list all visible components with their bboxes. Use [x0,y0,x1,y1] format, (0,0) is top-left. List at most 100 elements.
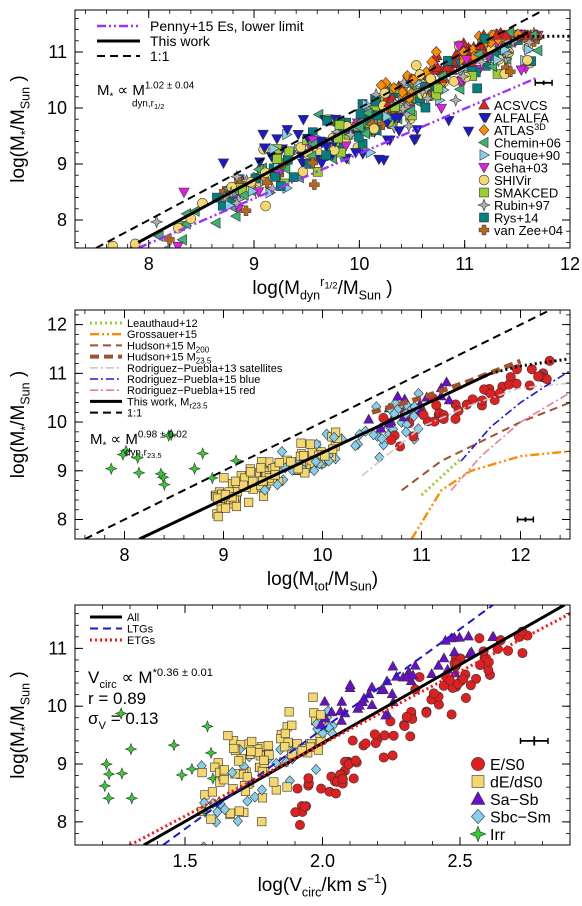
y-tick-label: 11 [48,42,67,62]
data-point [84,313,93,322]
data-point [370,738,381,749]
data-point [234,756,244,766]
data-point [386,435,397,446]
error-bar [519,736,549,746]
data-point [185,762,199,776]
data-point [359,127,371,140]
legend-symbol-label: Sbc−Sm [490,810,551,827]
x-tick-label: 12 [510,545,530,565]
data-point [395,441,405,452]
data-point [380,709,392,720]
legend-symbol-label: Geha+03 [494,161,548,176]
legend-symbol-label: Fouque+90 [494,148,560,163]
legend-symbol [469,825,487,843]
legend-symbol [471,757,485,771]
data-point [500,29,512,40]
data-point [100,757,113,771]
data-point [456,69,470,84]
data-point [350,440,361,452]
data-point [465,680,476,691]
axis-ticks: 8 9 10 11 12 8 9 10 11 [47,10,580,274]
data-point [112,274,121,284]
x-axis-label: log(Vcirc/km s−1) [258,872,388,900]
data-point [204,746,218,760]
data-point [149,215,164,229]
data-point [340,141,352,152]
data-point [108,282,117,291]
data-point [219,765,229,775]
data-point [376,433,387,445]
data-point [503,645,514,656]
data-point [104,278,114,288]
data-point [207,787,218,797]
data-point [336,695,348,706]
series-line [95,10,545,248]
data-point [290,807,301,818]
data-point [265,181,280,196]
data-point [219,775,229,785]
data-point [263,741,273,751]
plot-area [84,310,570,539]
legend-label: Rodriguez−Puebla+13 satellites [127,363,283,375]
data-point [257,129,269,141]
data-point [104,462,118,476]
y-tick-label: 8 [57,812,67,832]
legend-symbol [479,149,491,161]
data-point [158,478,171,491]
data-point [454,631,465,642]
data-point [307,157,319,169]
data-point [443,394,455,405]
data-point [246,746,256,756]
data-point [284,146,294,157]
legend-symbol-label: SMAKCED [494,186,558,201]
data-point [408,431,419,442]
data-point [206,772,220,785]
y-tick-label: 8 [57,210,67,230]
legend-label: This work [150,33,211,49]
data-point [260,200,271,212]
data-point [378,155,390,166]
legend-symbol [478,124,490,136]
data-point [524,43,535,56]
data-point [460,693,471,704]
y-axis-label: log(M*/MSun ) [8,371,33,478]
data-point [316,710,326,720]
data-point [531,44,543,57]
data-point [347,735,358,746]
legend-symbol [478,113,490,124]
series-line [361,382,570,477]
data-point [378,439,389,451]
plot-frame [74,9,571,249]
legend-symbol-label: ATLAS3D [494,122,546,138]
y-tick-label: 10 [47,696,67,716]
y-tick-label: 9 [57,754,67,774]
y-axis-label: log(M*/MSun ) [8,75,33,182]
data-point [205,471,219,485]
legend-symbol [478,98,490,110]
data-point [441,61,453,73]
data-point [230,210,241,222]
data-point [408,73,419,86]
legend-symbol [477,136,489,149]
data-point [396,102,410,116]
x-tick-label: 2.5 [447,851,472,871]
data-point [474,55,489,69]
data-point [336,714,347,725]
legend-symbol [478,163,490,174]
legend-symbol-label: Rys+14 [494,211,538,226]
data-point [354,132,364,142]
data-point [200,790,210,800]
data-point [379,730,390,741]
legend-symbol-label: ACSVCS [494,98,548,113]
data-point [337,774,348,785]
data-point [259,484,270,496]
x-tick-label: 11 [455,254,474,274]
data-point [230,476,241,486]
data-point [310,456,321,468]
data-point [368,123,380,135]
legend-label: 1:1 [150,48,170,64]
scatter-annotation: σV = 0.13 [88,709,158,732]
